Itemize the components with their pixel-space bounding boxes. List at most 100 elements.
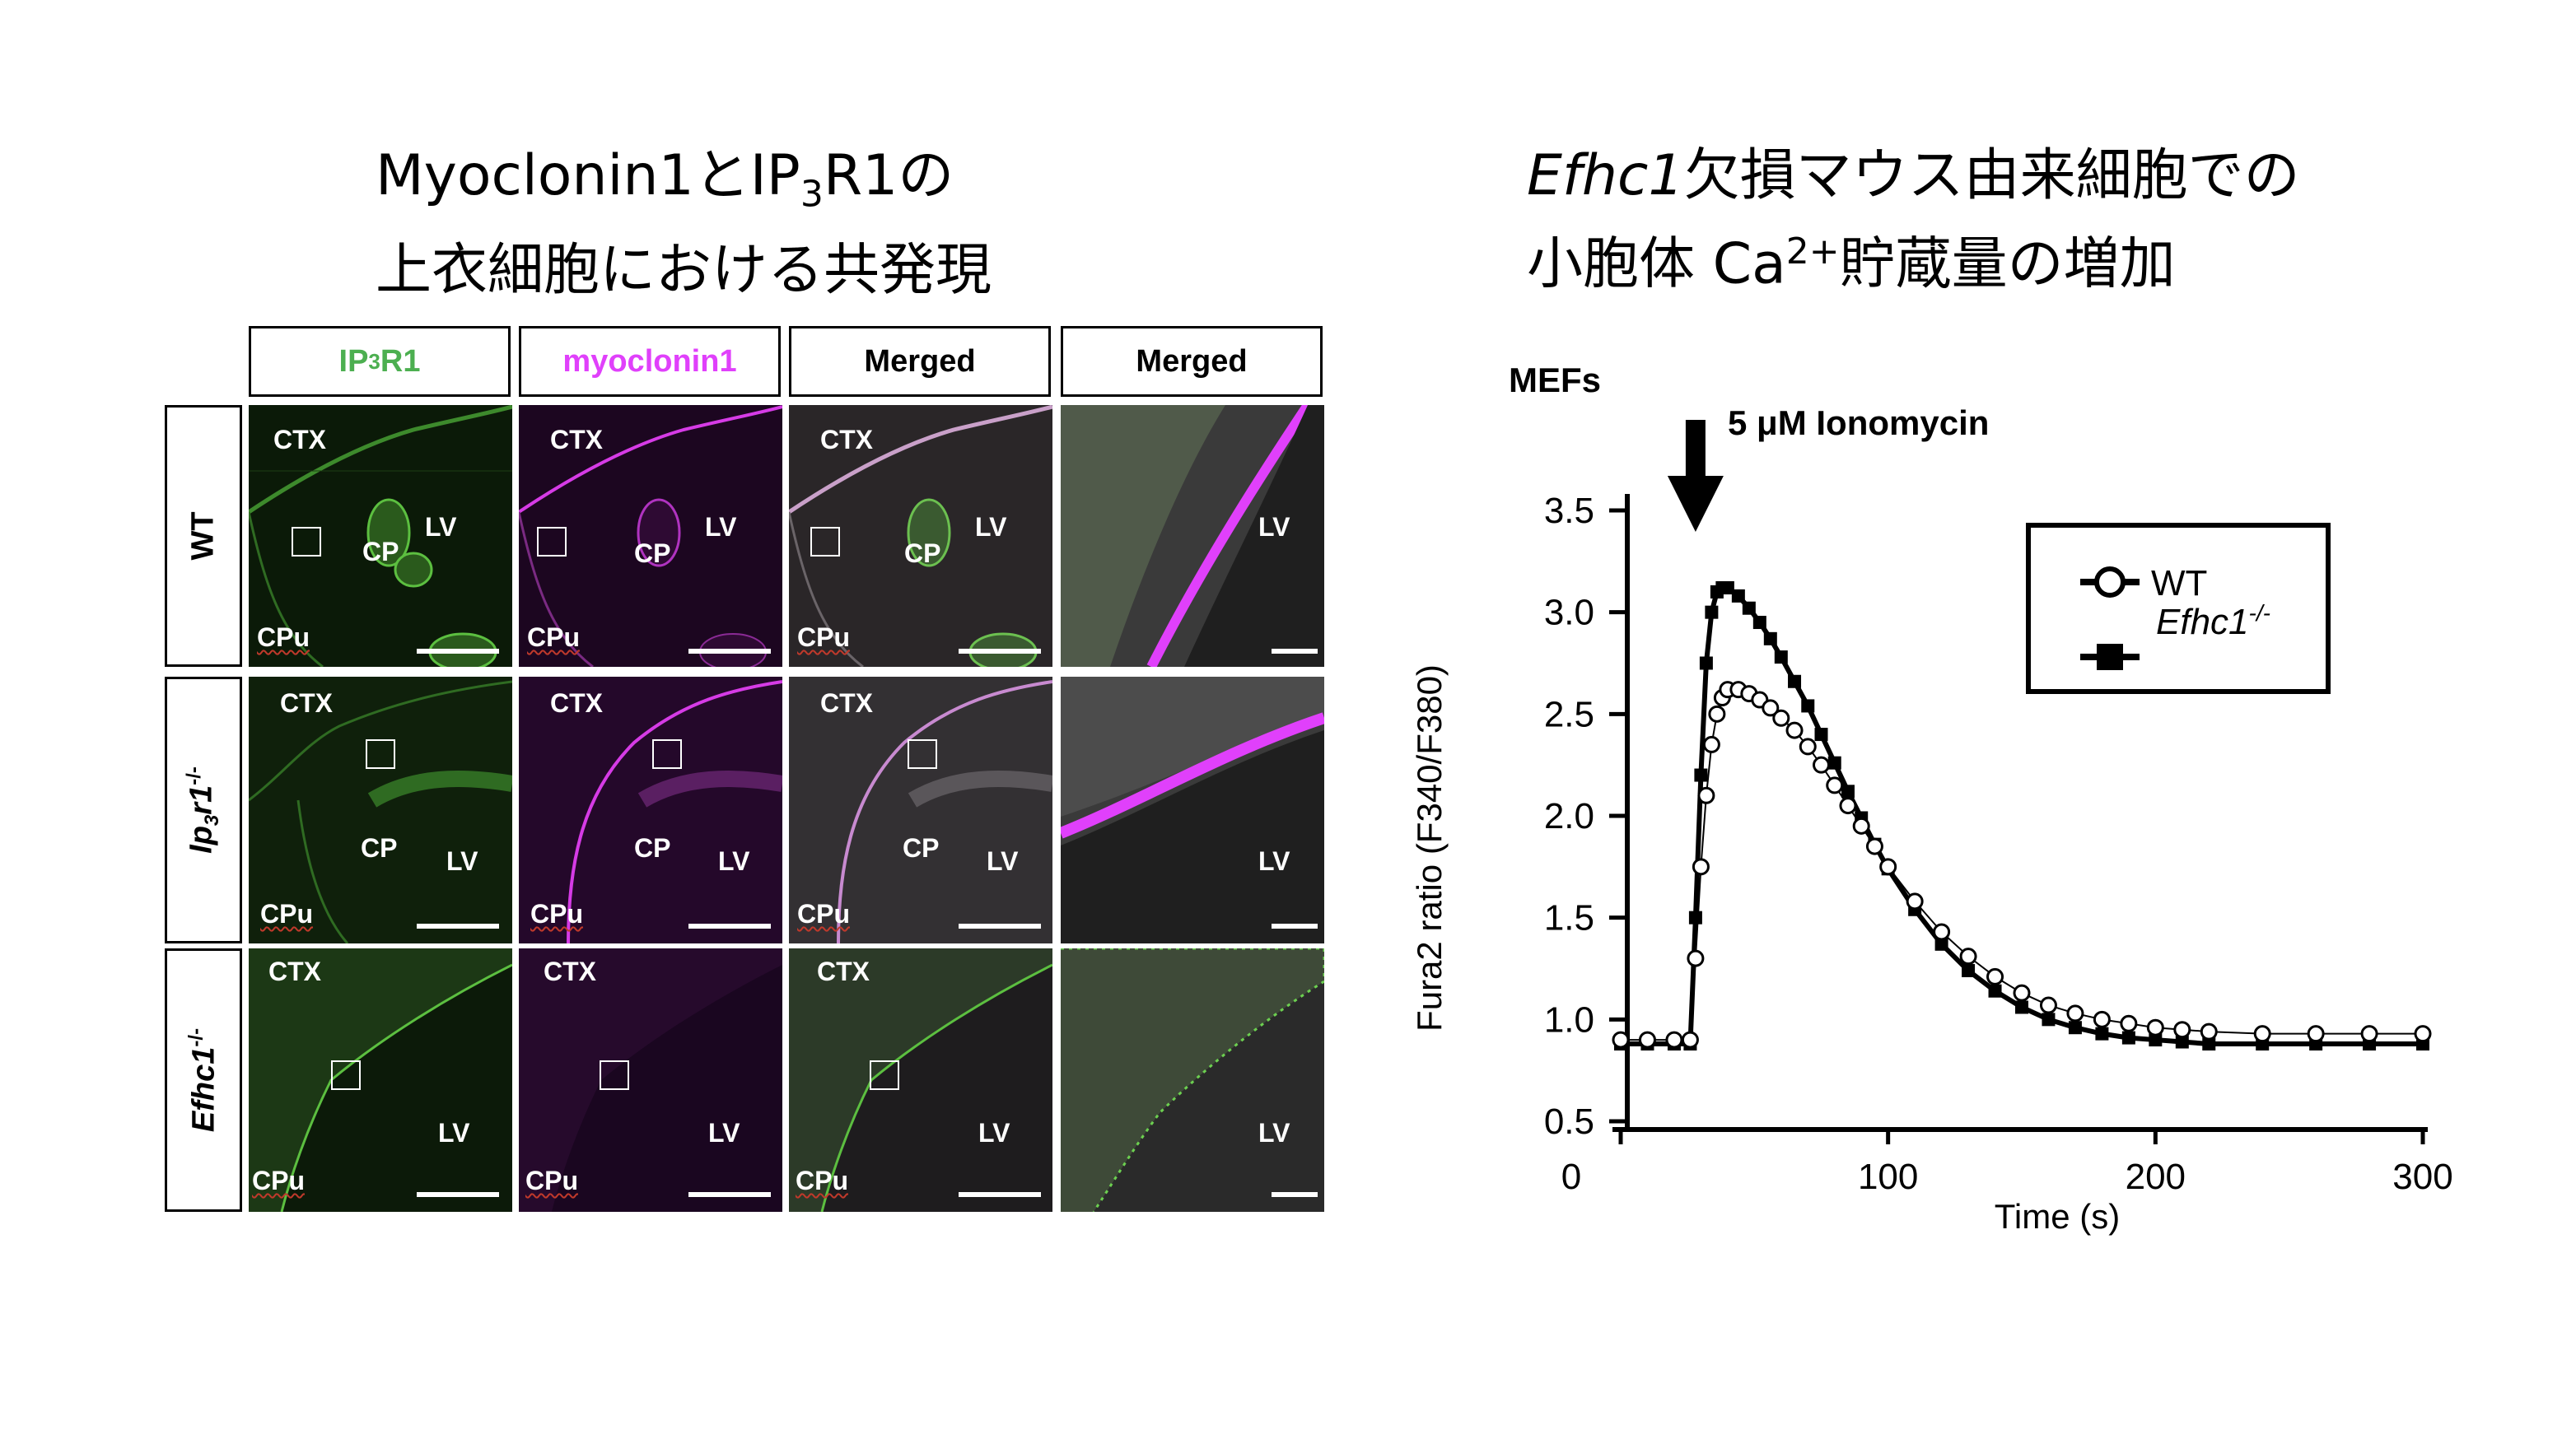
label-lv: LV [708, 1118, 740, 1148]
point-efhc1 [1763, 631, 1777, 645]
fura2-ratio-chart: MEFs 5 μM Ionomycin 3.5 3.0 2.5 2.0 1.5 1.0 0.… [1410, 361, 2453, 1236]
point-wt [1692, 858, 1710, 876]
zoom-region-box [908, 739, 937, 769]
y-tick-label: 0.5 [1544, 1102, 1594, 1142]
point-wt [2200, 1022, 2218, 1041]
label-ctx: CTX [820, 688, 873, 718]
point-efhc1 [1827, 756, 1841, 770]
label-cpu: CPu [797, 622, 850, 652]
label-cp: CP [904, 538, 941, 568]
micrograph-efhc1-ko-merged-zoom: LV [1061, 948, 1324, 1212]
label-lv: LV [978, 1118, 1010, 1148]
point-wt [1959, 948, 1977, 966]
label-cp: CP [903, 833, 940, 863]
y-tick-label: 3.0 [1544, 593, 1594, 633]
zoom-region-box [366, 739, 395, 769]
tissue-outline [519, 405, 782, 667]
label-cpu: CPu [525, 1166, 578, 1195]
micrograph-wt-ip3r1: CTX LV CP CPu [249, 405, 512, 667]
y-tick-label: 1.5 [1544, 898, 1594, 939]
tissue-texture [1061, 405, 1324, 667]
scale-bar [959, 649, 1041, 654]
point-wt [2253, 1025, 2271, 1043]
point-efhc1 [1934, 937, 1948, 951]
legend-efhc1-label: Efhc1-/- [2156, 600, 2270, 642]
zoom-region-box [600, 1060, 629, 1090]
chart-title: MEFs [1509, 361, 1601, 399]
row-label-efhc1-ko: Efhc1-/- [165, 948, 242, 1212]
point-efhc1 [1814, 728, 1828, 742]
point-wt [2173, 1021, 2191, 1039]
point-wt [2360, 1025, 2378, 1043]
scale-bar [417, 924, 499, 929]
x-tick-label: 0 [1561, 1157, 1581, 1197]
scale-bar [959, 1192, 1041, 1197]
label-cpu: CPu [527, 622, 580, 652]
chart-legend: WT Efhc1-/- [2026, 523, 2331, 694]
point-wt [2120, 1014, 2138, 1032]
label-ctx: CTX [544, 957, 596, 986]
label-lv: LV [705, 512, 737, 542]
column-header-ip3r1: IP 3 R1 [249, 326, 511, 397]
y-axis-label: Fura2 ratio (F340/F380) [1410, 664, 1449, 1032]
x-tick-label: 300 [2392, 1157, 2452, 1197]
row-label-ip3r1-ko: Ip3r1-/- [165, 677, 242, 943]
point-wt [1906, 892, 1924, 911]
point-efhc1 [2015, 1000, 2028, 1014]
zoom-region-box [870, 1060, 899, 1090]
chart-series [1612, 580, 2432, 1051]
micrograph-efhc1-ko-merged: CTX LV CPu [789, 948, 1052, 1212]
point-efhc1 [1699, 656, 1713, 670]
column-header-merged-zoom: Merged [1061, 326, 1323, 397]
left-title-line2: 上衣細胞における共発現 [376, 237, 992, 303]
point-efhc1 [1988, 984, 2002, 998]
zoom-region-box [652, 739, 682, 769]
label-cpu: CPu [797, 899, 850, 929]
tissue-texture [1061, 677, 1324, 943]
point-wt [1785, 721, 1804, 739]
ionomycin-annotation: 5 μM Ionomycin [1728, 403, 1989, 442]
series-line-efhc1 [1621, 585, 2423, 1047]
point-wt [1702, 735, 1720, 753]
point-efhc1 [2121, 1031, 2135, 1045]
point-wt [2093, 1010, 2111, 1028]
micrograph-wt-merged: CTX LV CP CPu [789, 405, 1052, 667]
column-header-merged: Merged [789, 326, 1051, 397]
point-efhc1 [2068, 1021, 2082, 1035]
label-ctx: CTX [550, 688, 603, 718]
label-ctx: CTX [273, 425, 326, 454]
scale-bar [688, 1192, 771, 1197]
point-wt [1839, 797, 1857, 815]
point-wt [1813, 756, 1830, 774]
label-lv: LV [446, 846, 478, 876]
point-efhc1 [1694, 768, 1708, 782]
point-wt [1762, 699, 1780, 717]
tissue-outline [519, 948, 782, 1212]
tissue-outline [837, 680, 1052, 943]
label-ctx: CTX [268, 957, 321, 986]
micrograph-ip3r1-ko-merged-zoom: LV [1061, 677, 1324, 943]
legend-wt-label: WT [2151, 563, 2207, 603]
tissue-outline [789, 948, 1052, 1212]
series-line-wt [1621, 688, 2423, 1041]
point-wt [2414, 1025, 2432, 1043]
point-wt [1852, 817, 1870, 835]
label-lv: LV [1258, 512, 1290, 542]
point-wt [1697, 786, 1715, 804]
point-efhc1 [1742, 601, 1756, 615]
point-efhc1 [1752, 616, 1766, 630]
point-wt [1879, 858, 1897, 876]
scale-bar [1272, 649, 1318, 654]
micrograph-ip3r1-ko-merged: CTX CP LV CPu [789, 677, 1052, 943]
point-efhc1 [2095, 1027, 2109, 1041]
y-tick-label: 2.5 [1544, 694, 1594, 734]
point-wt [1687, 949, 1705, 967]
label-cp: CP [362, 537, 399, 566]
point-efhc1 [1688, 911, 1702, 925]
point-wt [1681, 1031, 1699, 1049]
zoom-region-box [537, 527, 567, 557]
tissue-outline [249, 680, 512, 943]
label-ctx: CTX [550, 425, 603, 454]
label-lv: LV [1258, 1118, 1290, 1148]
point-wt [1665, 1031, 1683, 1049]
